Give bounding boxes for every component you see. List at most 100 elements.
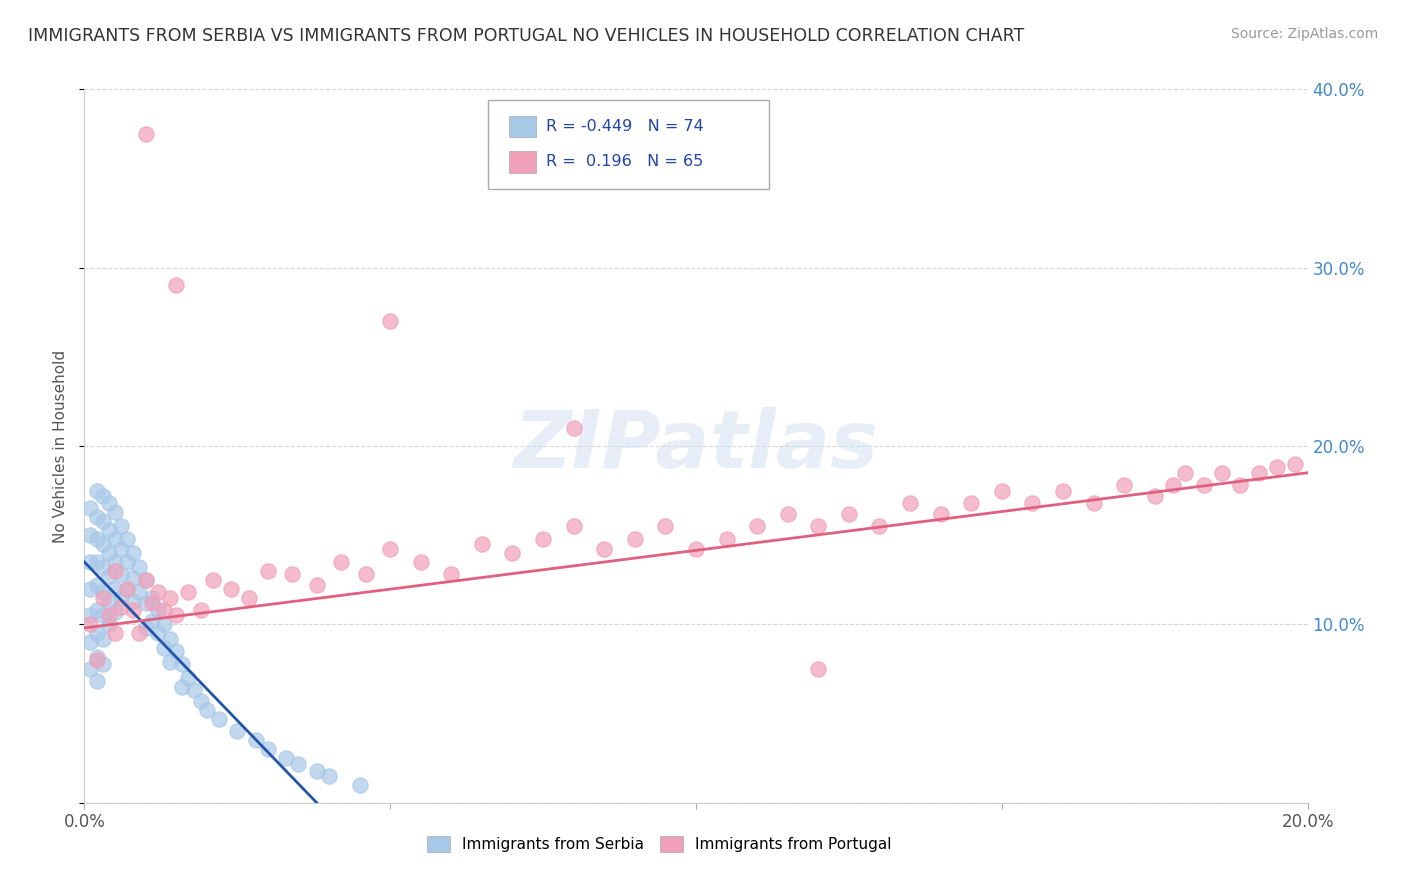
Point (159, 632, 181, 646)
Point (122, 546, 145, 560)
Point (86, 653, 108, 667)
Point (898, 496, 921, 510)
Text: ZIPatlas: ZIPatlas (513, 407, 879, 485)
Point (141, 614, 163, 628)
Point (807, 519, 830, 533)
Point (104, 582, 127, 596)
Point (838, 507, 860, 521)
Point (91, 560, 114, 574)
Point (110, 542, 132, 557)
Point (1052, 483, 1074, 498)
Point (86, 649, 108, 664)
Point (97, 608, 120, 623)
Point (201, 573, 224, 587)
Point (1229, 478, 1251, 492)
Point (115, 555, 138, 569)
Point (91, 514, 114, 528)
Point (281, 567, 304, 582)
Point (195, 703, 218, 717)
Point (115, 582, 138, 596)
Point (190, 603, 212, 617)
Point (305, 578, 328, 592)
Point (91, 608, 114, 623)
Point (929, 507, 952, 521)
Point (1284, 457, 1306, 471)
Point (86, 483, 108, 498)
Point (409, 555, 432, 569)
Point (245, 733, 267, 747)
Point (562, 421, 585, 435)
Point (91, 537, 114, 551)
Point (91, 585, 114, 599)
Point (190, 694, 212, 708)
Point (97, 496, 120, 510)
Point (807, 662, 830, 676)
Point (1192, 478, 1215, 492)
Point (219, 582, 242, 596)
Y-axis label: No Vehicles in Household: No Vehicles in Household (53, 350, 69, 542)
Point (86, 626, 108, 640)
Point (135, 573, 157, 587)
Point (531, 532, 554, 546)
Point (97, 594, 120, 608)
Point (86, 674, 108, 689)
Point (91, 591, 114, 605)
Point (1114, 478, 1136, 492)
Point (104, 555, 127, 569)
Point (165, 608, 187, 623)
Point (257, 564, 280, 578)
Point (97, 617, 120, 632)
Point (79, 662, 101, 676)
Point (716, 532, 738, 546)
Text: Source: ZipAtlas.com: Source: ZipAtlas.com (1230, 27, 1378, 41)
Point (146, 585, 169, 599)
Point (380, 542, 402, 557)
Point (593, 542, 616, 557)
Point (97, 523, 120, 537)
FancyBboxPatch shape (488, 100, 769, 189)
Point (257, 742, 280, 756)
Point (624, 532, 647, 546)
Point (128, 560, 150, 574)
Point (1265, 460, 1288, 475)
Point (135, 573, 157, 587)
Point (104, 505, 127, 519)
Point (86, 555, 108, 569)
FancyBboxPatch shape (509, 152, 536, 173)
Point (172, 657, 194, 671)
Point (208, 712, 231, 726)
Point (86, 532, 108, 546)
Point (79, 528, 101, 542)
Point (110, 591, 132, 605)
Point (276, 751, 298, 765)
Point (97, 569, 120, 583)
Point (86, 578, 108, 592)
Point (1174, 466, 1197, 480)
Text: R = -0.449   N = 74: R = -0.449 N = 74 (546, 119, 703, 134)
Point (226, 724, 249, 739)
Point (79, 555, 101, 569)
Point (79, 501, 101, 516)
Point (172, 680, 194, 694)
Point (86, 510, 108, 524)
Point (354, 567, 377, 582)
Point (141, 591, 163, 605)
Point (104, 626, 127, 640)
Point (380, 314, 402, 328)
Point (135, 596, 157, 610)
Point (960, 496, 983, 510)
Point (159, 655, 181, 669)
Text: R =  0.196   N = 65: R = 0.196 N = 65 (546, 154, 703, 169)
Point (153, 640, 176, 655)
Point (502, 546, 524, 560)
Point (1021, 496, 1043, 510)
Point (1247, 466, 1270, 480)
Text: IMMIGRANTS FROM SERBIA VS IMMIGRANTS FROM PORTUGAL NO VEHICLES IN HOUSEHOLD CORR: IMMIGRANTS FROM SERBIA VS IMMIGRANTS FRO… (28, 27, 1025, 45)
Point (86, 603, 108, 617)
Point (91, 657, 114, 671)
Point (122, 571, 145, 585)
Point (165, 278, 187, 293)
Point (159, 591, 181, 605)
Point (91, 489, 114, 503)
Point (1143, 489, 1166, 503)
